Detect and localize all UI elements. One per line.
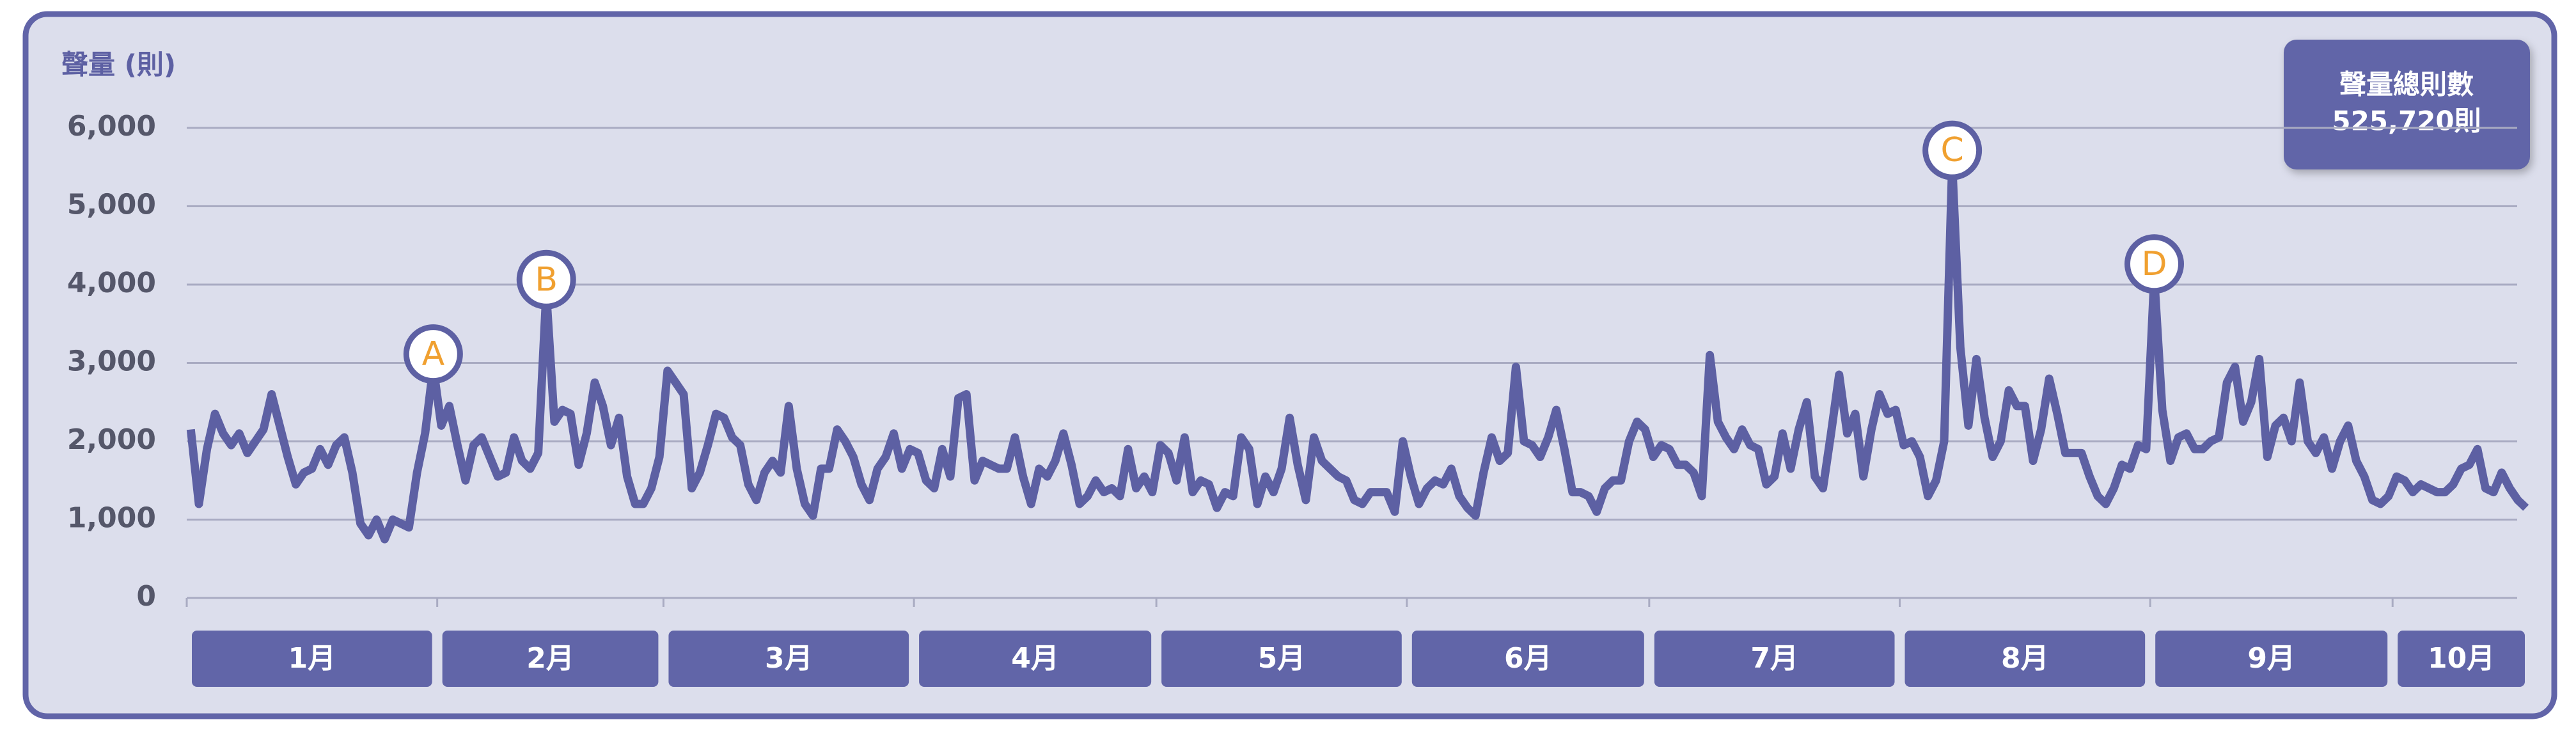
month-band: [2398, 631, 2525, 687]
y-axis-label: 聲量 (則): [61, 49, 176, 81]
annotation-marker: [403, 324, 463, 384]
y-tick-label: 5,000: [67, 189, 156, 221]
month-band: [1654, 631, 1895, 687]
x-tick-label: 4月: [1011, 642, 1059, 675]
total-box: [2284, 40, 2530, 169]
month-band: [919, 631, 1152, 687]
y-tick-label: 1,000: [67, 502, 156, 535]
total-title: 聲量總則數: [2339, 69, 2474, 100]
x-tick-label: 1月: [288, 642, 336, 675]
month-band: [1411, 631, 1644, 687]
x-tick-label: 10月: [2428, 642, 2495, 675]
x-tick-label: 8月: [2001, 642, 2049, 675]
y-tick-label: 4,000: [67, 267, 156, 299]
x-tick-label: 3月: [765, 642, 813, 675]
x-tick-label: 5月: [1258, 642, 1306, 675]
annotation-marker: [2124, 234, 2184, 294]
line-series: [186, 159, 2529, 544]
x-tick-label: 6月: [1504, 642, 1552, 675]
month-band: [1905, 631, 2146, 687]
chart-frame: [22, 11, 2557, 719]
x-tick-label: 9月: [2247, 642, 2295, 675]
total-value: 525,720則: [2332, 106, 2481, 137]
annotation-label: A: [422, 335, 445, 373]
y-tick-label: 2,000: [67, 423, 156, 456]
x-tick-label: 2月: [526, 642, 574, 675]
month-band: [2155, 631, 2388, 687]
y-tick-label: 0: [136, 580, 156, 613]
annotation-label: C: [1940, 131, 1963, 169]
y-tick-label: 6,000: [67, 110, 156, 143]
month-band: [1161, 631, 1402, 687]
annotation-label: D: [2141, 245, 2167, 283]
annotation-marker: [516, 249, 576, 310]
annotation-marker: [1922, 120, 1983, 180]
x-tick-label: 7月: [1750, 642, 1798, 675]
month-band: [442, 631, 659, 687]
y-tick-label: 3,000: [67, 345, 156, 378]
month-band: [192, 631, 432, 687]
annotation-label: B: [535, 260, 558, 299]
month-band: [668, 631, 909, 687]
